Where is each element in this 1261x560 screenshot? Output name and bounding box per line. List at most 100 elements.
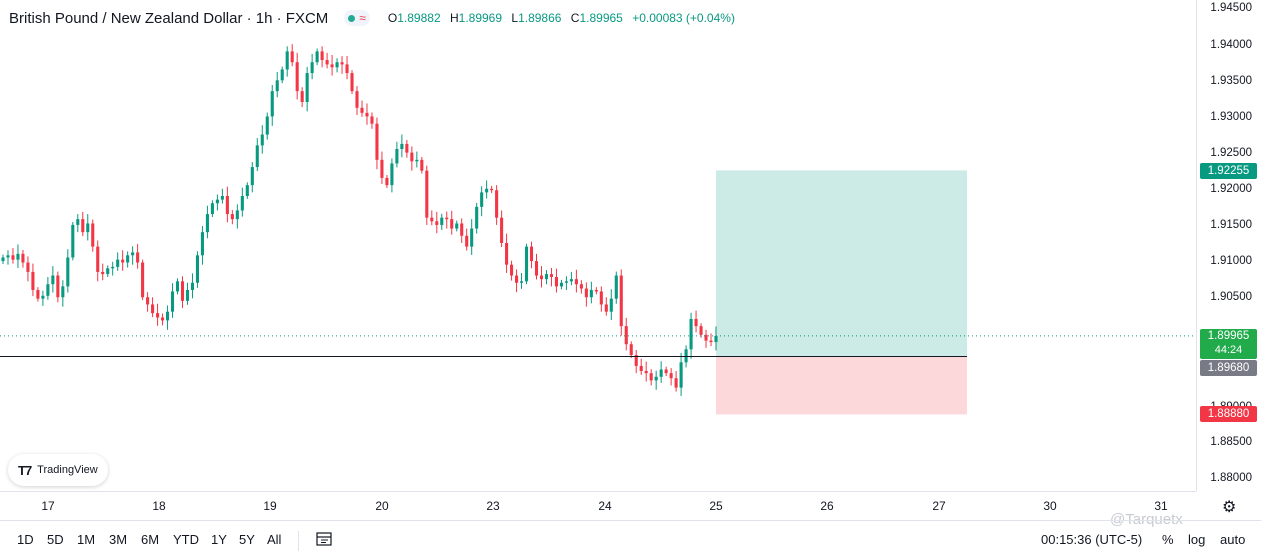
range-5y-button[interactable]: 5Y (239, 532, 255, 547)
candle-body (250, 167, 254, 186)
market-status[interactable]: ≈ (344, 10, 370, 26)
candle-body (689, 318, 693, 350)
candle-body (649, 373, 653, 381)
candle-body (360, 107, 364, 113)
date-range-calendar-icon[interactable] (315, 530, 333, 551)
candle-body (500, 217, 504, 243)
candle-body (345, 64, 349, 74)
candle-body (355, 91, 359, 108)
candle-body (151, 304, 155, 314)
candle-body (86, 223, 90, 233)
candle-body (76, 219, 80, 225)
candle-body (679, 362, 683, 388)
candle-body (300, 91, 304, 102)
price-tick: 1.92500 (1210, 147, 1252, 159)
candle-body (455, 223, 459, 229)
candle-body (170, 291, 175, 312)
candle-body (704, 334, 708, 341)
candle-body (574, 279, 578, 285)
candle-body (524, 246, 529, 282)
candle-body (66, 257, 70, 287)
time-label: 25 (709, 499, 723, 513)
candle-body (116, 259, 120, 267)
candle-body (146, 297, 150, 305)
chart-plot-area[interactable] (0, 0, 1196, 491)
range-1m-button[interactable]: 1M (77, 532, 96, 547)
candle-body (380, 159, 384, 178)
auto-scale-toggle[interactable]: auto (1220, 532, 1246, 547)
candle-body (370, 116, 374, 124)
candle-body (510, 264, 514, 276)
candle-body (375, 123, 379, 160)
candle-body (365, 112, 369, 117)
candle-body (325, 60, 329, 65)
range-ytd-button[interactable]: YTD (173, 532, 199, 547)
candle-body (450, 219, 454, 229)
time-axis[interactable]: 17 18 19 20 23 24 25 26 27 30 31 (0, 491, 1196, 520)
candle-body (295, 62, 299, 92)
time-label: 27 (932, 499, 946, 513)
candle-body (420, 159, 424, 171)
range-1y-button[interactable]: 1Y (211, 532, 227, 547)
timezone-clock[interactable]: 00:15:36 (UTC-5) (1041, 532, 1143, 547)
time-label: 30 (1043, 499, 1057, 513)
range-6m-button[interactable]: 6M (141, 532, 160, 547)
candle-body (699, 326, 703, 335)
candle-body (385, 177, 389, 186)
candle-body (131, 252, 135, 256)
candle-body (36, 290, 40, 299)
candle-body (614, 275, 618, 299)
price-tick: 1.93500 (1210, 75, 1252, 87)
percent-scale-toggle[interactable]: % (1162, 532, 1174, 547)
candle-body (21, 253, 25, 263)
candle-body (240, 196, 244, 211)
candle-body (350, 73, 354, 92)
candle-body (709, 340, 713, 343)
candle-body (490, 188, 494, 191)
candle-body (624, 326, 628, 345)
current-price-badge[interactable]: 1.89965 44:24 (1200, 329, 1257, 359)
candle-body (200, 232, 204, 256)
candle-body (405, 143, 409, 153)
settings-gear-icon[interactable]: ⚙ (1222, 499, 1237, 516)
ohlc-close-value: 1.89965 (579, 11, 623, 25)
candle-body (175, 281, 180, 292)
candle-body (270, 91, 274, 117)
candle-body (161, 317, 165, 321)
candle-body (619, 275, 623, 327)
candle-body (16, 253, 20, 260)
candle-body (1, 257, 5, 262)
ohlc-legend: O1.89882 H1.89969 L1.89866 C1.89965 +0.0… (388, 11, 741, 25)
candle-body (195, 255, 200, 283)
range-all-button[interactable]: All (267, 532, 282, 547)
tradingview-logo[interactable]: T7 TradingView (8, 454, 108, 486)
candle-body (594, 290, 598, 292)
candle-body (599, 291, 603, 305)
candle-body (81, 219, 85, 233)
time-label: 20 (375, 499, 389, 513)
price-tick: 1.88500 (1210, 436, 1252, 448)
range-5d-button[interactable]: 5D (47, 532, 64, 547)
log-scale-toggle[interactable]: log (1188, 532, 1206, 547)
candle-body (121, 259, 125, 263)
stop-price-badge[interactable]: 1.88880 (1200, 406, 1257, 422)
candle-body (609, 298, 613, 312)
candle-body (654, 376, 658, 381)
target-price-badge[interactable]: 1.92255 (1200, 163, 1257, 179)
candle-body (529, 246, 534, 262)
range-3m-button[interactable]: 3M (109, 532, 128, 547)
entry-price-badge[interactable]: 1.89680 (1200, 360, 1257, 376)
candle-body (475, 206, 479, 229)
candle-body (564, 281, 568, 283)
candle-body (185, 290, 190, 301)
price-chart[interactable] (0, 0, 1196, 491)
ohlc-open-key: O (387, 11, 398, 25)
candle-body (515, 275, 519, 283)
symbol-title[interactable]: British Pound / New Zealand Dollar · 1h … (9, 9, 329, 27)
candle-body (245, 185, 249, 196)
candle-body (430, 217, 434, 222)
candle-body (669, 373, 673, 379)
time-label: 24 (598, 499, 612, 513)
toolbar-divider (298, 531, 299, 551)
range-1d-button[interactable]: 1D (17, 532, 34, 547)
